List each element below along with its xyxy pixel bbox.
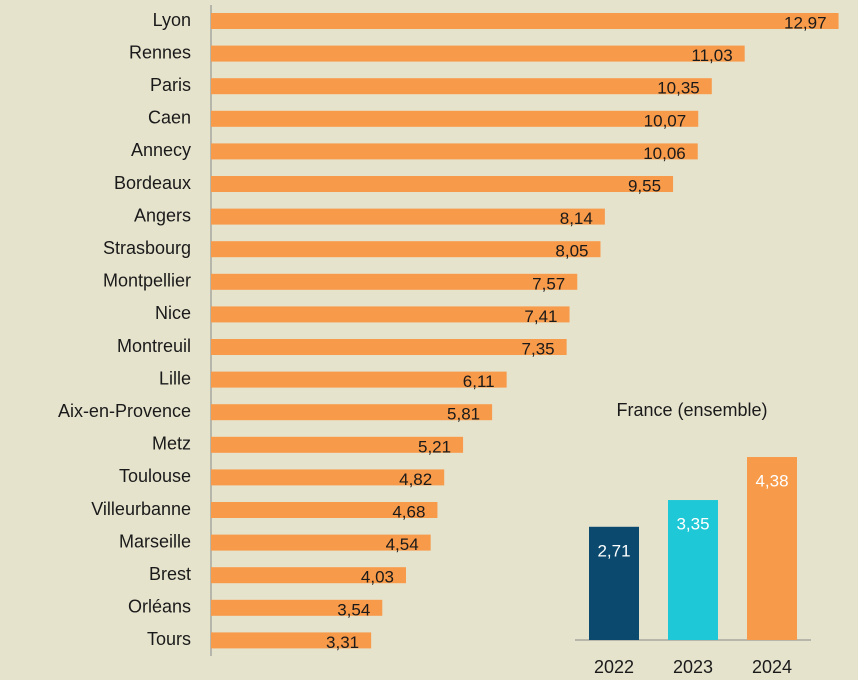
- value-label: 10,06: [643, 144, 686, 163]
- bar: [211, 273, 578, 290]
- category-label: Brest: [149, 564, 191, 584]
- bar: [211, 306, 570, 323]
- value-label: 6,11: [463, 372, 495, 391]
- bar: [589, 526, 639, 640]
- bar: [211, 469, 445, 486]
- category-label: Paris: [150, 75, 191, 95]
- category-label: Caen: [148, 108, 191, 128]
- x-tick-label: 2022: [594, 657, 634, 677]
- category-label: Strasbourg: [103, 238, 191, 258]
- bar: [211, 371, 507, 388]
- value-label: 10,35: [657, 79, 700, 98]
- category-label: Annecy: [131, 140, 191, 160]
- category-label: Bordeaux: [114, 173, 191, 193]
- value-label: 8,14: [560, 209, 593, 228]
- value-label: 3,35: [676, 515, 709, 534]
- value-label: 10,07: [644, 111, 687, 130]
- category-label: Lyon: [153, 10, 191, 30]
- value-label: 4,38: [755, 471, 788, 490]
- value-label: 3,54: [337, 600, 370, 619]
- x-tick-label: 2024: [752, 657, 792, 677]
- bar: [211, 176, 674, 192]
- value-label: 7,35: [522, 339, 555, 358]
- bar: [211, 436, 464, 453]
- x-tick-label: 2023: [673, 657, 713, 677]
- category-label: Villeurbanne: [91, 499, 191, 519]
- value-label: 3,31: [326, 633, 359, 652]
- value-label: 2,71: [597, 541, 630, 560]
- bar: [211, 13, 839, 29]
- bar: [211, 404, 493, 421]
- bar: [211, 632, 372, 649]
- bar: [211, 502, 438, 518]
- value-label: 7,41: [524, 307, 557, 326]
- bar: [211, 241, 601, 258]
- value-label: 12,97: [784, 13, 827, 32]
- value-label: 4,68: [392, 502, 425, 521]
- bar: [211, 110, 699, 127]
- category-label: Montreuil: [117, 336, 191, 356]
- value-label: 5,81: [447, 405, 480, 424]
- category-label: Tours: [147, 629, 191, 649]
- value-label: 5,21: [418, 437, 451, 456]
- category-label: Nice: [155, 303, 191, 323]
- category-label: Toulouse: [119, 466, 191, 486]
- category-label: Marseille: [119, 531, 191, 551]
- category-label: Lille: [159, 368, 191, 388]
- category-label: Orléans: [128, 597, 191, 617]
- bar: [211, 143, 698, 160]
- bar: [747, 457, 797, 640]
- value-label: 4,03: [361, 568, 394, 587]
- bar: [211, 45, 745, 62]
- inset-title: France (ensemble): [616, 400, 767, 420]
- bar: [211, 599, 383, 616]
- bar: [211, 339, 567, 355]
- value-label: 8,05: [555, 242, 588, 261]
- bar: [211, 534, 431, 551]
- category-label: Rennes: [129, 42, 191, 62]
- category-label: Montpellier: [103, 271, 191, 291]
- bar: [668, 500, 718, 640]
- value-label: 7,57: [532, 274, 565, 293]
- bar: [211, 567, 406, 584]
- value-label: 4,82: [399, 470, 432, 489]
- category-label: Angers: [134, 205, 191, 225]
- value-label: 11,03: [691, 46, 732, 65]
- category-label: Aix-en-Provence: [58, 401, 191, 421]
- bar: [211, 78, 712, 95]
- value-label: 4,54: [386, 535, 419, 554]
- value-label: 9,55: [628, 176, 661, 195]
- bar: [211, 208, 605, 225]
- category-label: Metz: [152, 434, 191, 454]
